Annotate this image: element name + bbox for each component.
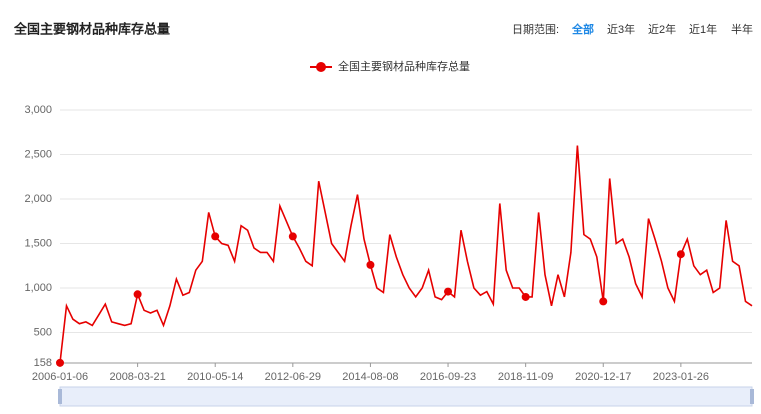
range-option[interactable]: 全部	[571, 22, 594, 36]
legend-label: 全国主要钢材品种库存总量	[338, 59, 470, 73]
data-point	[521, 292, 530, 301]
y-tick-label: 1,000	[24, 282, 52, 294]
y-tick-label: 158	[34, 357, 52, 369]
data-point	[366, 260, 375, 269]
date-range-label: 日期范围:	[512, 22, 559, 36]
x-tick-label: 2014-08-08	[342, 371, 398, 383]
data-line	[59, 145, 753, 363]
data-point	[444, 287, 453, 296]
data-point	[288, 232, 297, 241]
data-point	[211, 232, 220, 241]
x-tick-label: 2006-01-06	[32, 371, 88, 383]
y-tick-label: 2,500	[24, 148, 52, 160]
chart-title: 全国主要钢材品种库存总量	[13, 21, 170, 36]
data-point	[56, 358, 64, 367]
range-option[interactable]: 近1年	[689, 22, 717, 36]
y-tick-label: 2,000	[24, 193, 52, 205]
range-option[interactable]: 近3年	[607, 22, 635, 36]
zoom-handle-left[interactable]	[58, 389, 62, 404]
x-tick-label: 2016-09-23	[420, 371, 476, 383]
data-point	[599, 297, 608, 306]
x-tick-label: 2018-11-09	[498, 371, 553, 383]
x-tick-label: 2023-01-26	[653, 371, 709, 383]
y-tick-label: 1,500	[24, 237, 52, 249]
x-tick-label: 2020-12-17	[575, 371, 631, 383]
zoom-handle-right[interactable]	[750, 389, 754, 404]
x-tick-label: 2010-05-14	[187, 371, 243, 383]
range-option[interactable]: 半年	[731, 22, 753, 36]
legend-marker	[316, 62, 326, 72]
data-point	[133, 290, 142, 299]
x-tick-label: 2012-06-29	[265, 371, 321, 383]
zoom-slider[interactable]	[59, 386, 753, 407]
x-tick-label: 2008-03-21	[109, 371, 165, 383]
data-point	[676, 250, 685, 259]
y-tick-label: 500	[34, 326, 52, 338]
range-option[interactable]: 近2年	[648, 22, 676, 36]
y-tick-label: 3,000	[24, 104, 52, 116]
